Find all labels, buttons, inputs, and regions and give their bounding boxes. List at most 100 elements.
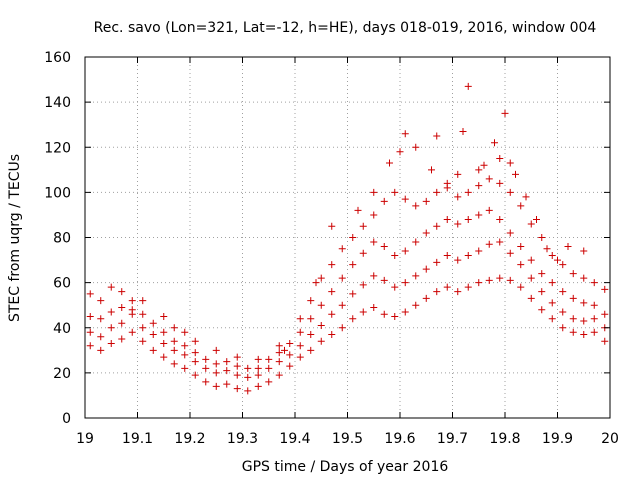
data-point — [149, 346, 157, 354]
data-point — [433, 258, 441, 266]
data-point — [118, 288, 126, 296]
data-point — [548, 315, 556, 323]
data-point — [464, 215, 472, 223]
x-tick-label: 19.9 — [542, 431, 573, 447]
data-point — [223, 358, 231, 366]
data-point — [485, 240, 493, 248]
data-point — [464, 188, 472, 196]
data-point — [139, 337, 147, 345]
data-point — [223, 367, 231, 375]
data-point — [128, 328, 136, 336]
data-point — [517, 283, 525, 291]
data-point — [139, 297, 147, 305]
data-point — [265, 378, 273, 386]
data-point — [464, 283, 472, 291]
data-point — [443, 283, 451, 291]
data-point — [559, 308, 567, 316]
data-point — [496, 155, 504, 163]
data-point — [139, 324, 147, 332]
data-point — [580, 331, 588, 339]
x-tick-label: 19.8 — [489, 431, 520, 447]
data-point — [370, 238, 378, 246]
data-point — [349, 315, 357, 323]
data-point — [401, 130, 409, 138]
data-point — [459, 127, 467, 135]
data-point — [328, 261, 336, 269]
data-point — [149, 319, 157, 327]
data-point — [328, 331, 336, 339]
data-point — [118, 319, 126, 327]
data-point — [433, 288, 441, 296]
data-point — [401, 308, 409, 316]
data-point — [97, 346, 105, 354]
data-point — [338, 274, 346, 282]
data-point — [454, 256, 462, 264]
y-axis-label: STEC from uqrg / TECUs — [7, 154, 23, 322]
data-point — [380, 197, 388, 205]
data-point — [275, 371, 283, 379]
data-point — [233, 353, 241, 361]
tick-labels: 19 19.1 19.2 19.3 19.4 19.5 19.6 19.7 19.8 19.9 20… — [44, 50, 619, 447]
x-tick-label: 19.2 — [174, 431, 205, 447]
x-tick-label: 19.1 — [122, 431, 153, 447]
data-point — [317, 274, 325, 282]
data-point — [443, 252, 451, 260]
data-point — [548, 252, 556, 260]
data-point — [412, 143, 420, 151]
data-point — [433, 132, 441, 140]
data-point — [517, 243, 525, 251]
data-point — [254, 371, 262, 379]
data-point — [590, 279, 598, 287]
data-point — [601, 285, 609, 293]
data-point — [359, 281, 367, 289]
x-axis-label: GPS time / Days of year 2016 — [242, 459, 449, 475]
data-point — [401, 247, 409, 255]
data-point — [538, 288, 546, 296]
data-point — [580, 299, 588, 307]
data-point — [275, 349, 283, 357]
data-point — [370, 272, 378, 280]
y-tick-label: 100 — [44, 185, 71, 201]
data-point — [97, 297, 105, 305]
data-point — [601, 337, 609, 345]
data-point — [296, 315, 304, 323]
data-point — [559, 324, 567, 332]
data-point — [380, 243, 388, 251]
data-point — [454, 288, 462, 296]
data-point — [286, 362, 294, 370]
data-point — [386, 159, 393, 167]
data-point — [433, 188, 441, 196]
data-point — [517, 202, 525, 210]
data-point — [307, 315, 315, 323]
data-point — [496, 274, 504, 282]
data-point — [149, 331, 157, 339]
data-point — [286, 340, 294, 348]
data-point — [569, 270, 577, 278]
data-point — [312, 279, 320, 287]
data-point — [296, 342, 304, 350]
data-point — [559, 261, 567, 269]
data-point — [170, 346, 178, 354]
data-point — [170, 324, 178, 332]
data-points — [86, 82, 609, 395]
y-tick-label: 120 — [44, 140, 71, 156]
data-point — [359, 308, 367, 316]
data-point — [396, 148, 404, 156]
data-point — [391, 312, 399, 320]
data-point — [354, 206, 362, 214]
data-point — [522, 193, 530, 201]
data-point — [338, 301, 346, 309]
data-point — [443, 179, 451, 187]
data-point — [338, 324, 346, 332]
data-point — [422, 229, 430, 237]
data-point — [506, 249, 514, 257]
data-point — [202, 378, 210, 386]
data-point — [233, 371, 241, 379]
data-point — [433, 222, 441, 230]
data-point — [307, 346, 315, 354]
data-point — [139, 310, 147, 318]
data-point — [170, 360, 178, 368]
data-point — [212, 360, 220, 368]
data-point — [506, 229, 514, 237]
data-point — [464, 252, 472, 260]
